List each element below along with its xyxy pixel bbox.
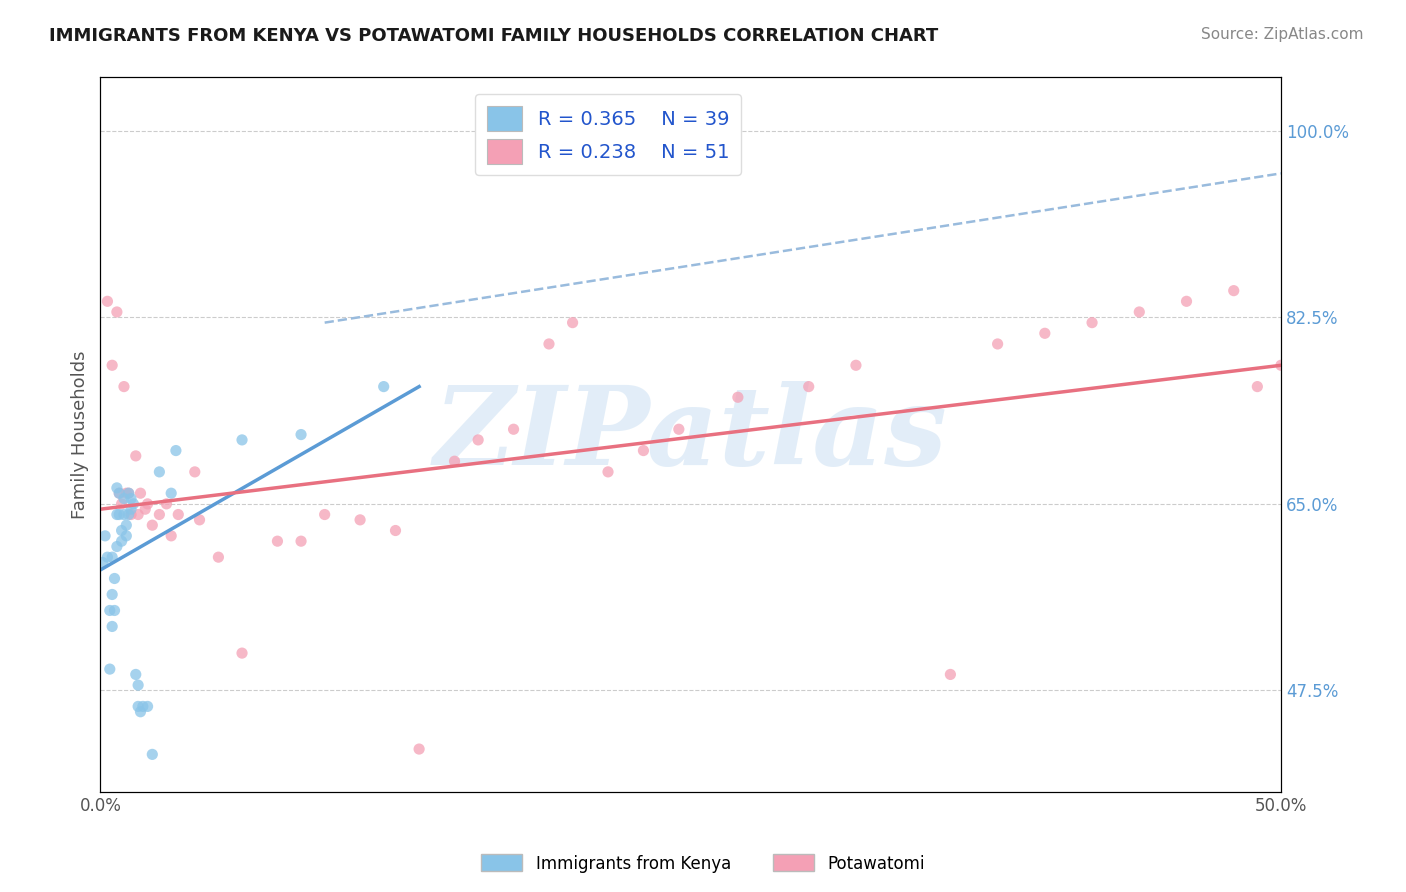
Point (349, 513, 371, 527)
Y-axis label: Family Households: Family Households (72, 351, 89, 519)
Legend: Immigrants from Kenya, Potawatomi: Immigrants from Kenya, Potawatomi (474, 847, 932, 880)
Point (537, 337, 560, 351)
Point (668, 422, 690, 436)
Point (98, 662, 121, 676)
Point (112, 508, 135, 522)
Text: Source: ZipAtlas.com: Source: ZipAtlas.com (1201, 27, 1364, 42)
Point (160, 529, 183, 543)
Point (105, 481, 128, 495)
Point (120, 502, 142, 516)
Point (108, 486, 131, 500)
Point (167, 508, 190, 522)
Point (184, 465, 207, 479)
Point (148, 508, 170, 522)
Point (103, 603, 125, 617)
Point (120, 491, 142, 506)
Point (290, 427, 312, 442)
Point (129, 705, 152, 719)
Point (148, 465, 170, 479)
Point (127, 678, 149, 692)
Point (502, 422, 524, 436)
Point (127, 508, 149, 522)
Point (118, 486, 141, 500)
Point (118, 508, 141, 522)
Point (266, 534, 288, 549)
Point (1175, 294, 1198, 309)
Point (1033, 326, 1056, 341)
Point (1246, 379, 1268, 393)
Point (115, 529, 138, 543)
Point (105, 305, 128, 319)
Point (105, 508, 128, 522)
Point (1222, 284, 1244, 298)
Point (125, 449, 148, 463)
Point (110, 524, 132, 538)
Point (110, 534, 132, 549)
Point (1270, 359, 1292, 373)
Point (129, 486, 152, 500)
Point (101, 619, 124, 633)
Point (290, 534, 312, 549)
Point (120, 508, 142, 522)
Point (596, 465, 619, 479)
Point (1128, 305, 1150, 319)
Point (115, 486, 138, 500)
Point (165, 443, 187, 458)
Point (467, 433, 489, 447)
Point (94, 529, 117, 543)
Point (939, 667, 962, 681)
Point (797, 379, 820, 393)
Point (136, 497, 159, 511)
Point (727, 390, 749, 404)
Point (633, 443, 655, 458)
Point (443, 454, 465, 468)
Point (101, 359, 124, 373)
Point (125, 667, 148, 681)
Point (314, 508, 336, 522)
Point (101, 587, 124, 601)
Point (1294, 337, 1316, 351)
Point (108, 486, 131, 500)
Point (845, 359, 868, 373)
Legend: R = 0.365    N = 39, R = 0.238    N = 51: R = 0.365 N = 39, R = 0.238 N = 51 (475, 95, 741, 176)
Point (110, 497, 132, 511)
Text: ZIPatlas: ZIPatlas (433, 381, 948, 488)
Point (136, 699, 159, 714)
Point (105, 540, 128, 554)
Point (115, 518, 138, 533)
Point (118, 486, 141, 500)
Point (408, 742, 430, 756)
Point (141, 518, 163, 533)
Point (1317, 316, 1340, 330)
Point (122, 497, 145, 511)
Point (188, 513, 211, 527)
Point (231, 433, 253, 447)
Point (207, 550, 229, 565)
Point (96, 550, 118, 565)
Point (108, 508, 131, 522)
Point (231, 646, 253, 660)
Point (127, 699, 149, 714)
Point (561, 316, 583, 330)
Point (160, 486, 183, 500)
Point (155, 497, 177, 511)
Point (98, 603, 121, 617)
Point (112, 379, 135, 393)
Point (103, 572, 125, 586)
Point (96, 294, 118, 309)
Point (384, 524, 406, 538)
Point (112, 491, 135, 506)
Point (141, 747, 163, 762)
Point (987, 337, 1010, 351)
Point (373, 379, 395, 393)
Point (132, 699, 155, 714)
Point (1081, 316, 1104, 330)
Point (101, 550, 124, 565)
Point (134, 502, 156, 516)
Text: IMMIGRANTS FROM KENYA VS POTAWATOMI FAMILY HOUSEHOLDS CORRELATION CHART: IMMIGRANTS FROM KENYA VS POTAWATOMI FAMI… (49, 27, 938, 45)
Point (91, 556, 114, 570)
